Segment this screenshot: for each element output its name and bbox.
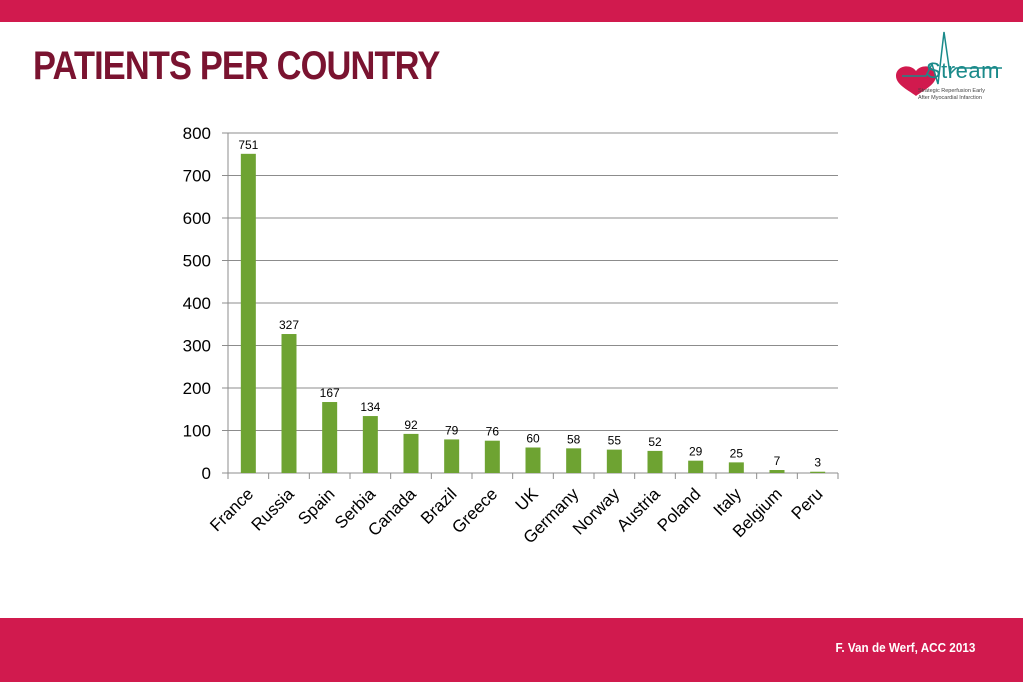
top-band	[0, 0, 1023, 22]
y-tick-label: 500	[183, 252, 211, 271]
data-label: 751	[238, 138, 258, 152]
bottom-band	[0, 618, 1023, 682]
data-label: 92	[404, 418, 418, 432]
bar-poland	[688, 460, 704, 473]
y-tick-label: 300	[183, 337, 211, 356]
x-category-label: Russia	[248, 484, 299, 535]
bar-belgium	[769, 470, 785, 473]
logo-tagline: Strategic Reperfusion Early After Myocar…	[918, 88, 985, 102]
bar-italy	[728, 462, 744, 473]
x-category-label: Italy	[710, 484, 746, 520]
slide-title: PATIENTS PER COUNTRY	[33, 44, 440, 88]
logo-tagline-line-1: Strategic Reperfusion Early	[918, 88, 985, 94]
bars	[240, 153, 826, 473]
bar-canada	[403, 433, 419, 473]
x-category-label: France	[206, 484, 257, 535]
labels: 0 100 200 300 400 500 600 700 800 751 France 327 Rus…	[183, 124, 827, 547]
data-label: 7	[774, 454, 781, 468]
bar-spain	[322, 402, 338, 473]
bar-serbia	[362, 416, 378, 473]
bar-chart: 0 100 200 300 400 500 600 700 800 751 France 327 Rus…	[183, 124, 839, 547]
data-label: 79	[445, 423, 459, 437]
x-category-label: Spain	[294, 484, 338, 528]
bar-france	[240, 153, 256, 473]
bar-norway	[606, 449, 622, 473]
y-tick-label: 0	[202, 464, 211, 483]
x-category-label: Austria	[613, 484, 664, 535]
bar-germany	[566, 448, 582, 473]
data-label: 52	[648, 435, 662, 449]
data-label: 25	[730, 446, 744, 460]
data-label: 167	[320, 386, 340, 400]
x-category-label: Greece	[448, 484, 501, 537]
x-category-label: UK	[512, 484, 543, 515]
x-category-label: Poland	[654, 484, 705, 535]
stream-logo: Stream Strategic Reperfusion Early After…	[892, 30, 1007, 110]
data-label: 327	[279, 318, 299, 332]
data-label: 76	[486, 425, 500, 439]
bar-brazil	[444, 439, 460, 473]
axes	[222, 132, 839, 479]
bar-peru	[810, 471, 826, 473]
data-label: 58	[567, 432, 581, 446]
heart-ecg-icon	[896, 31, 1002, 96]
data-label: 29	[689, 445, 703, 459]
y-tick-label: 200	[183, 379, 211, 398]
y-tick-label: 700	[183, 167, 211, 186]
y-tick-label: 100	[183, 422, 211, 441]
data-label: 60	[526, 432, 540, 446]
y-tick-label: 600	[183, 209, 211, 228]
bar-greece	[484, 440, 500, 473]
bar-uk	[525, 447, 541, 473]
x-category-label: Peru	[788, 484, 827, 523]
data-label: 134	[360, 400, 380, 414]
y-tick-label: 800	[183, 124, 211, 143]
data-label: 55	[608, 434, 622, 448]
logo-tagline-line-2: After Myocardial Infarction	[918, 95, 982, 101]
bar-austria	[647, 450, 663, 473]
footer-credit: F. Van de Werf, ACC 2013	[835, 640, 975, 655]
logo-wordmark: Stream	[926, 58, 1000, 83]
bar-russia	[281, 334, 297, 473]
y-tick-label: 400	[183, 294, 211, 313]
data-label: 3	[814, 456, 821, 470]
x-category-label: Norway	[569, 484, 624, 539]
